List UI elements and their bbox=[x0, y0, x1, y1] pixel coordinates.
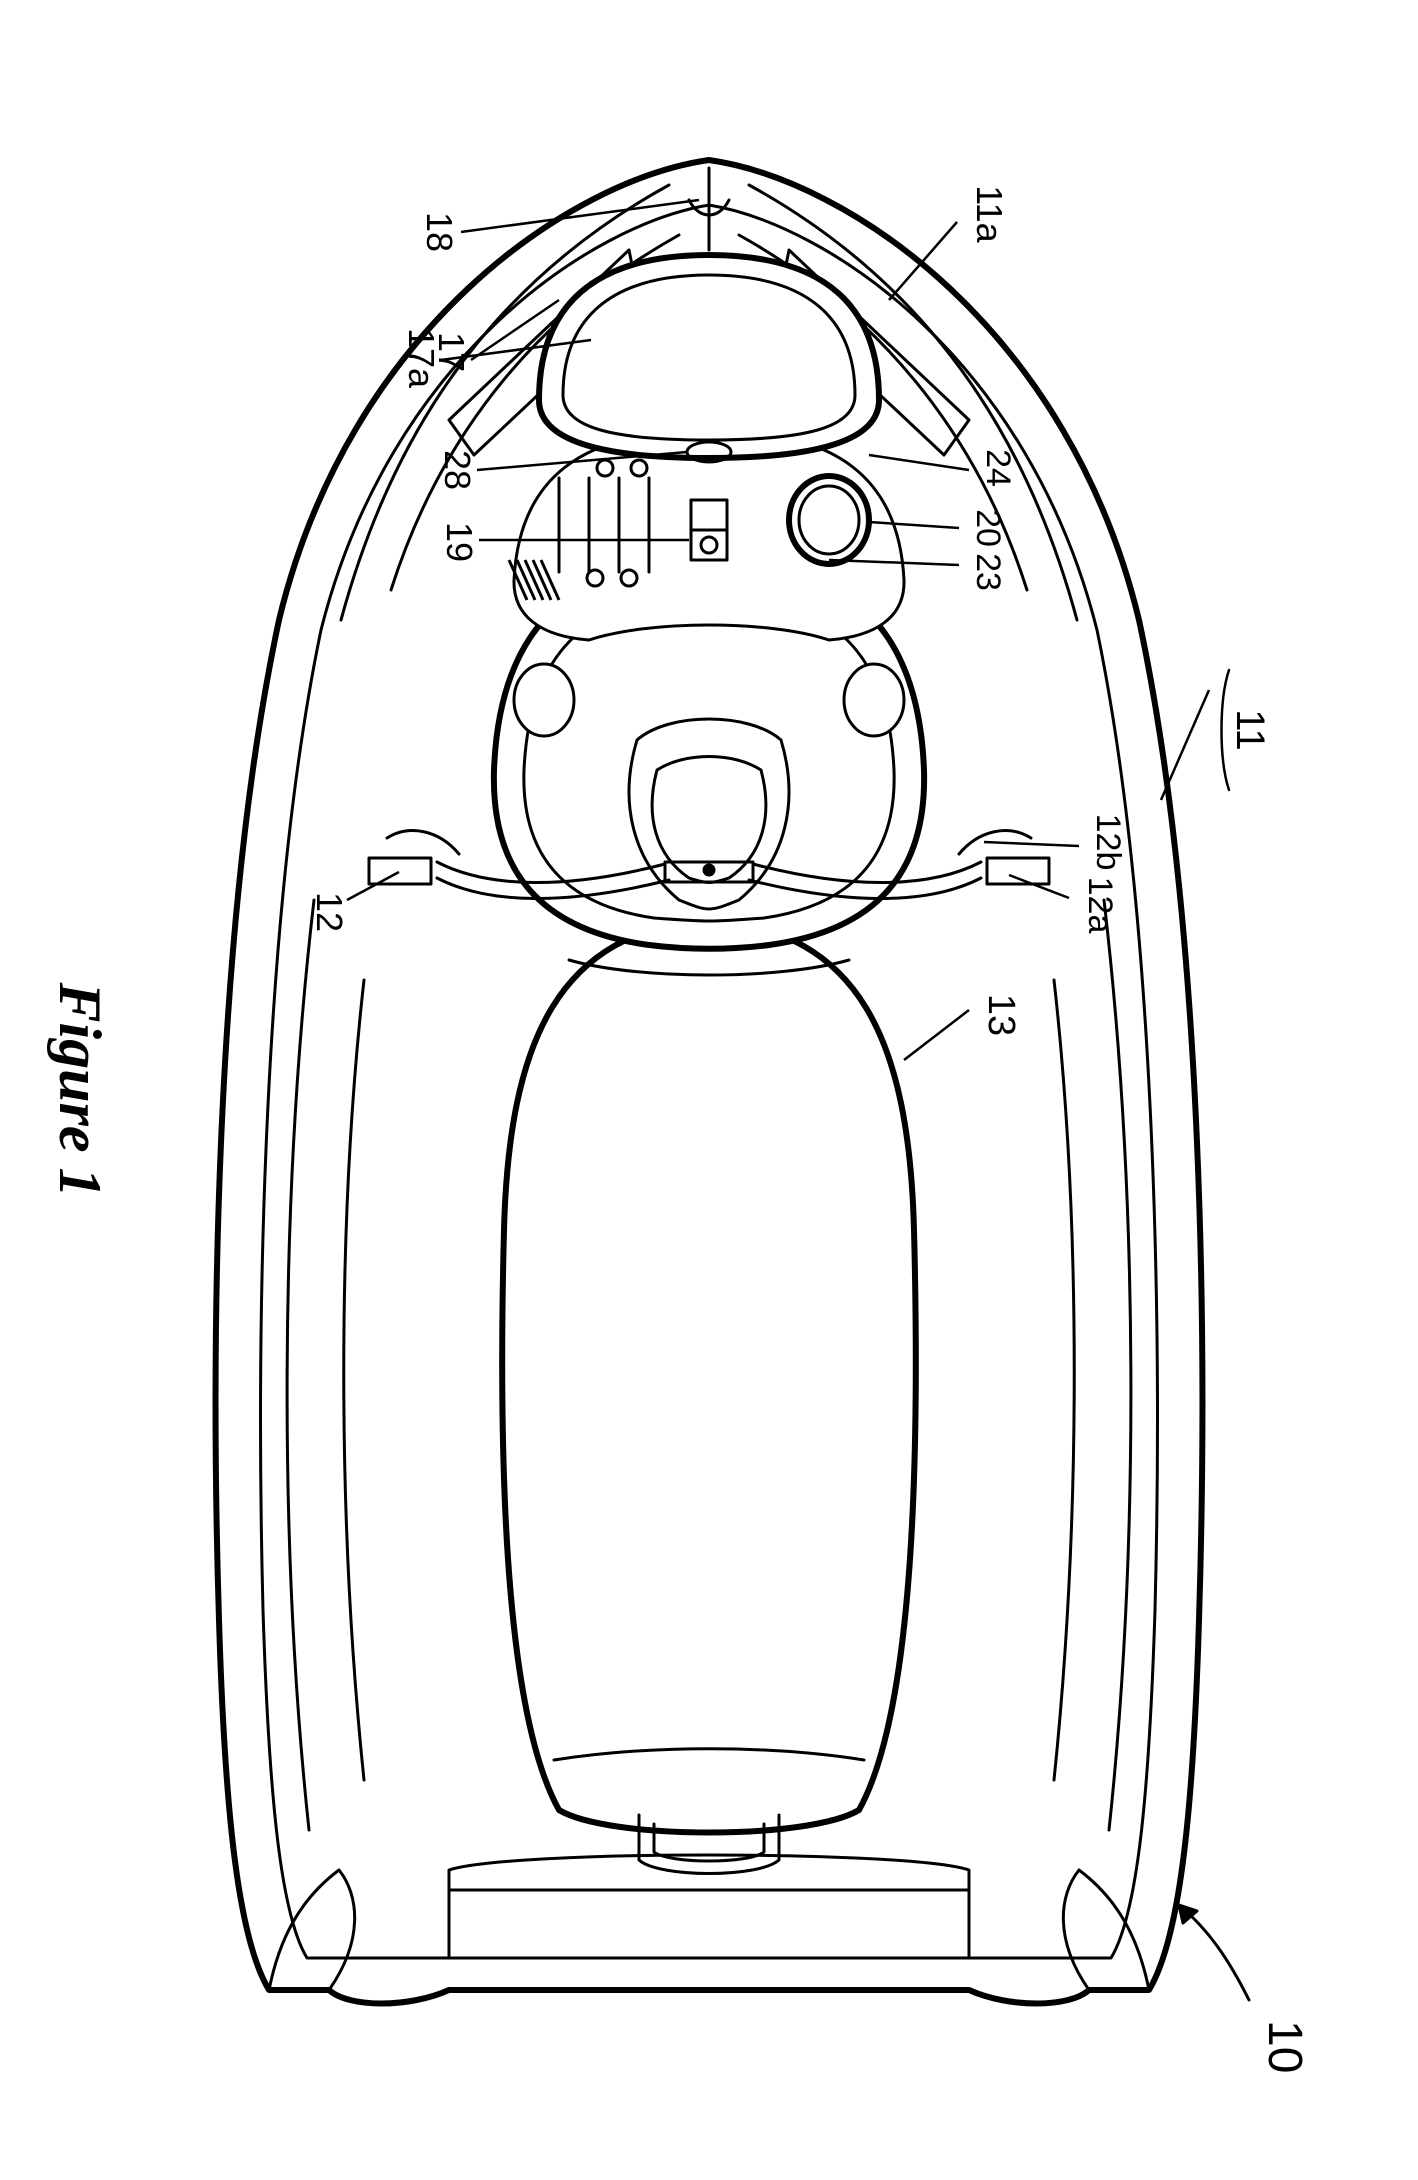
patent-figure-page: 10 1112b12a1324202311a17281917a1812Figur… bbox=[0, 0, 1418, 2180]
ref-numbers-layer bbox=[0, 0, 1418, 2180]
